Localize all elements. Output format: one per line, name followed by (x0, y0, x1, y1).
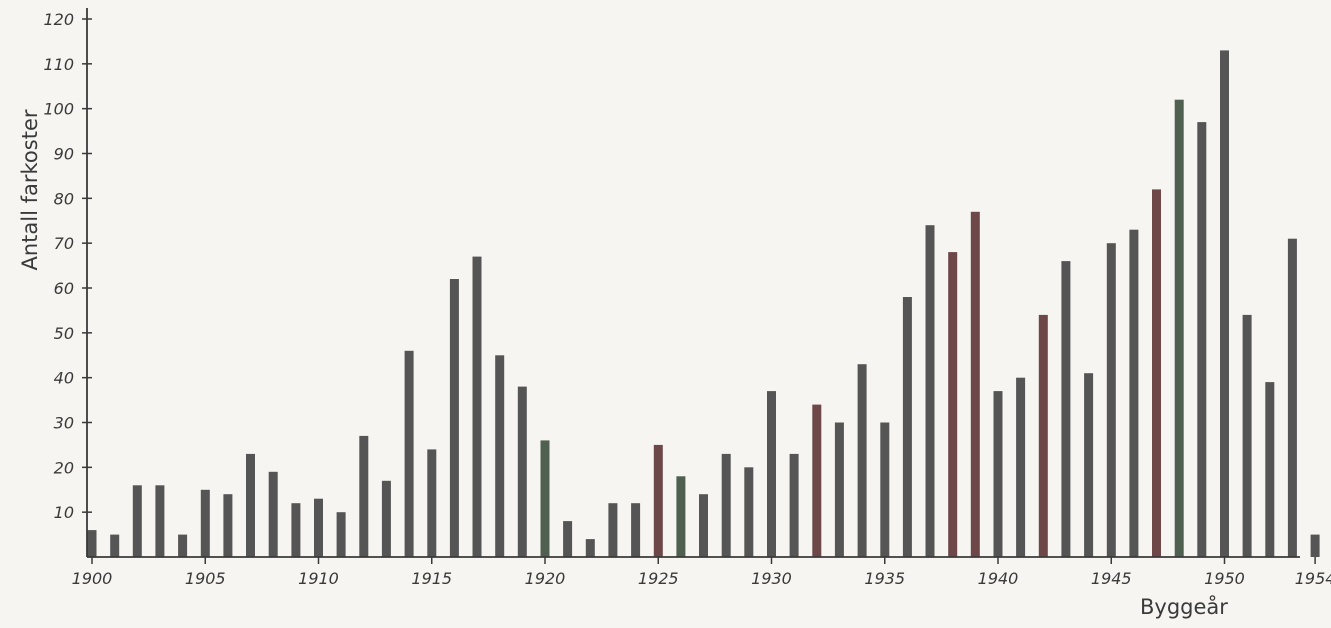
x-tick-label-1940: 1940 (978, 569, 1019, 588)
bar-1950 (1220, 50, 1229, 558)
axes-layer (86, 8, 1300, 558)
y-tick-label-120: 120 (43, 10, 74, 29)
bar-1911 (336, 512, 346, 557)
y-tick-label-60: 60 (54, 279, 74, 298)
bar-1926 (676, 476, 686, 557)
bar-1936 (902, 297, 912, 557)
y-tick-label-100: 100 (43, 100, 74, 119)
bar-1913 (381, 480, 391, 557)
bar-1922 (585, 539, 595, 557)
bar-1927 (699, 494, 708, 557)
bar-1931 (789, 453, 799, 557)
bar-1909 (291, 503, 301, 557)
bar-1923 (608, 503, 618, 557)
y-tick-label-30: 30 (54, 414, 74, 433)
bar-1933 (834, 422, 844, 557)
x-tick-label-1910: 1910 (298, 569, 339, 588)
bar-1901 (110, 534, 120, 557)
x-tick-label-1954: 1954 (1295, 569, 1331, 588)
bar-1930 (767, 391, 776, 557)
y-tick-label-80: 80 (54, 189, 74, 208)
y-tick-label-110: 110 (43, 55, 74, 74)
bar-1916 (449, 279, 459, 557)
bar-1918 (495, 355, 505, 558)
bar-1954 (1310, 534, 1320, 557)
bar-1917 (472, 256, 482, 557)
bars-layer (87, 50, 1320, 558)
bar-1938 (948, 252, 958, 557)
bar-1932 (812, 404, 822, 557)
y-tick-label-20: 20 (54, 458, 74, 477)
x-tick-label-1945: 1945 (1091, 569, 1132, 588)
bar-1951 (1242, 314, 1252, 557)
bar-1910 (314, 498, 323, 557)
x-tick-label-1930: 1930 (751, 569, 792, 588)
bar-1944 (1084, 373, 1094, 557)
bar-1941 (1016, 377, 1026, 557)
bar-1942 (1038, 314, 1048, 557)
x-tick-label-1920: 1920 (525, 569, 566, 588)
bar-1908 (268, 471, 278, 557)
bar-1900 (87, 530, 97, 557)
bar-1920 (540, 440, 550, 557)
bar-1924 (631, 503, 641, 557)
bar-1914 (404, 350, 414, 557)
bar-1943 (1061, 261, 1071, 557)
bar-1928 (721, 453, 731, 557)
bar-1915 (427, 449, 437, 557)
bar-1939 (970, 211, 980, 558)
bar-1903 (155, 485, 165, 557)
bar-1906 (223, 494, 233, 557)
ticks-layer: 10 20 30 40 50 60 70 80 90 100 110 120 1900 1905 1910 1… (43, 10, 1331, 588)
bar-1952 (1265, 382, 1275, 557)
bar-1929 (744, 467, 754, 557)
bar-1902 (132, 485, 142, 557)
y-tick-label-90: 90 (54, 145, 74, 164)
bar-1947 (1152, 189, 1161, 557)
y-tick-label-40: 40 (54, 369, 74, 388)
bar-1919 (517, 386, 527, 557)
bar-1912 (359, 435, 369, 557)
x-tick-label-1905: 1905 (185, 569, 226, 588)
x-tick-label-1950: 1950 (1204, 569, 1245, 588)
bar-1921 (563, 521, 573, 557)
bar-1948 (1174, 99, 1184, 557)
x-tick-label-1925: 1925 (638, 569, 679, 588)
x-tick-label-1900: 1900 (72, 569, 113, 588)
x-tick-label-1935: 1935 (864, 569, 905, 588)
bar-1907 (246, 453, 255, 557)
bar-1934 (857, 364, 867, 557)
bar-1946 (1129, 229, 1139, 557)
bar-1937 (925, 225, 935, 557)
x-axis-title: Byggeår (1140, 594, 1228, 619)
bar-1949 (1197, 122, 1207, 557)
y-tick-label-50: 50 (54, 324, 74, 343)
bar-1905 (200, 489, 210, 558)
bar-1925 (653, 444, 663, 557)
bar-1940 (993, 391, 1003, 557)
bar-1935 (880, 422, 890, 557)
x-tick-label-1915: 1915 (411, 569, 452, 588)
y-axis-title: Antall farkoster (18, 109, 42, 270)
bar-1945 (1106, 243, 1116, 557)
bar-1904 (178, 534, 188, 557)
y-tick-label-70: 70 (54, 234, 74, 253)
bar-1953 (1287, 238, 1297, 557)
y-tick-label-10: 10 (54, 503, 74, 522)
